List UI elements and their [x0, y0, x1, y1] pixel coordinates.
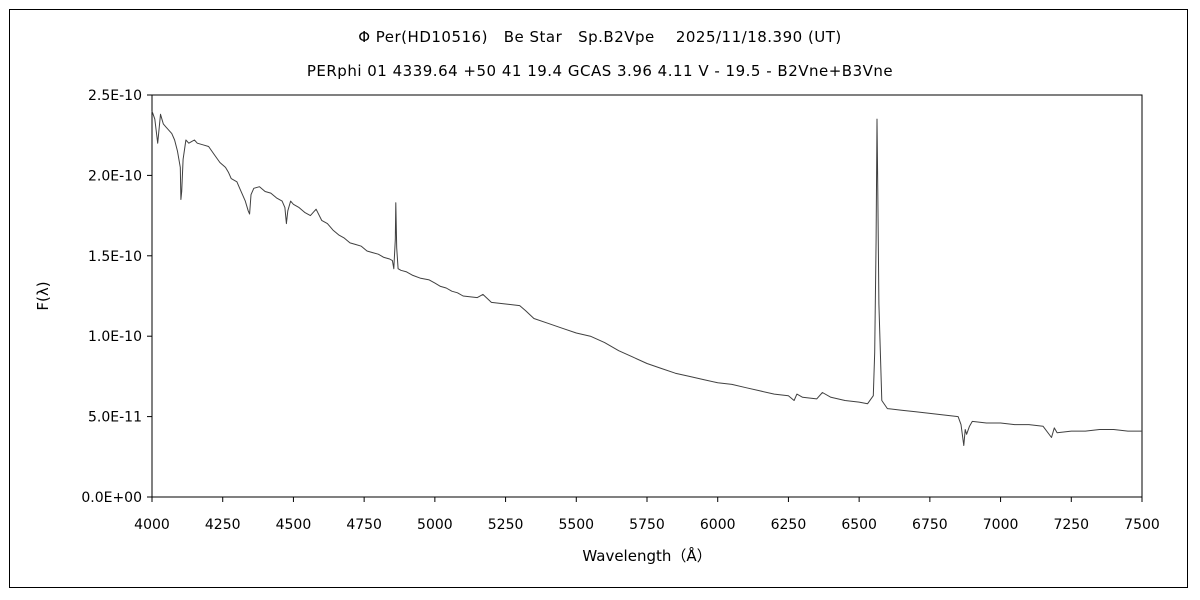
x-tick-label: 7000	[983, 517, 1019, 533]
y-tick-label: 1.5E-10	[88, 249, 142, 265]
y-tick-label: 2.5E-10	[88, 88, 142, 104]
chart-subtitle: PERphi 01 4339.64 +50 41 19.4 GCAS 3.96 …	[306, 62, 894, 80]
y-axis-ticks: 0.0E+00 5.0E-11 1.0E-10 1.5E-10 2.0E-10 2.5E-…	[81, 88, 152, 506]
x-tick-label: 4250	[205, 517, 241, 533]
y-tick-label: 5.0E-11	[88, 410, 142, 426]
x-tick-label: 7250	[1053, 517, 1089, 533]
x-tick-label: 6500	[841, 517, 877, 533]
chart-frame	[9, 9, 1188, 588]
x-tick-label: 4750	[346, 517, 382, 533]
chart-title: Φ Per(HD10516) Be Star Sp.B2Vpe 2025/11/…	[358, 28, 842, 46]
x-tick-label: 6000	[700, 517, 736, 533]
x-axis-label: Wavelength（Å）	[582, 546, 711, 565]
y-tick-label: 1.0E-10	[88, 329, 142, 345]
x-tick-label: 6250	[771, 517, 807, 533]
x-axis-ticks: 4000 4250 4500 4750 5000 5250 5500 5750 6000 6250…	[134, 497, 1160, 533]
x-tick-label: 4500	[276, 517, 312, 533]
x-tick-label: 5750	[629, 517, 665, 533]
y-tick-label: 0.0E+00	[81, 490, 142, 506]
x-tick-label: 5000	[417, 517, 453, 533]
x-tick-label: 5500	[558, 517, 594, 533]
x-tick-label: 7500	[1124, 517, 1160, 533]
plot-area-border	[151, 94, 1143, 498]
y-tick-label: 2.0E-10	[88, 168, 142, 184]
x-tick-label: 5250	[488, 517, 524, 533]
series-group	[151, 110, 1142, 446]
x-tick-label: 6750	[912, 517, 948, 533]
y-axis-label: F(λ)	[34, 281, 52, 310]
spectrum-line	[151, 110, 1142, 446]
x-tick-label: 4000	[134, 517, 170, 533]
